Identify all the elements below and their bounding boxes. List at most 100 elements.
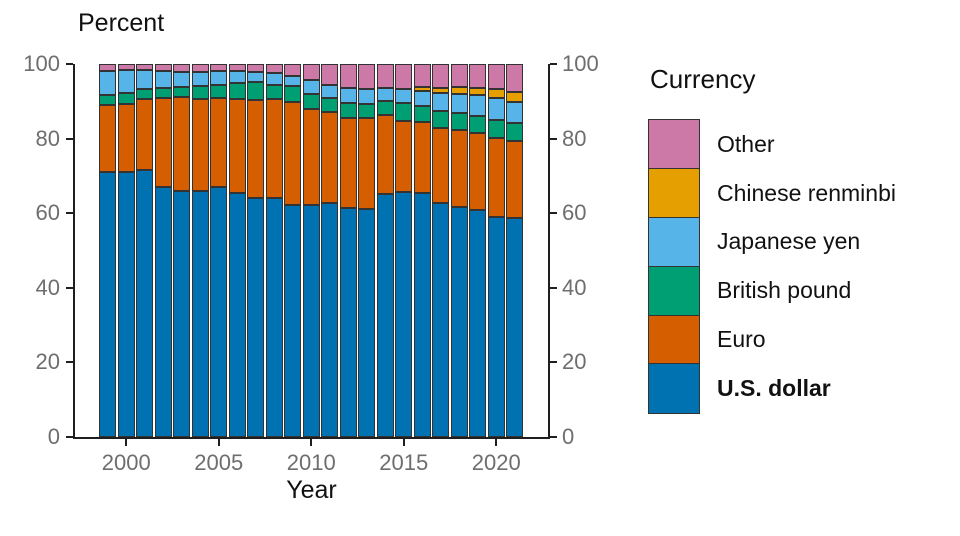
bar-2018 [450, 64, 468, 437]
bar-segment-euro [450, 129, 468, 207]
bar-segment-u-s-dollar [506, 217, 524, 437]
bar-segment-japanese-yen [339, 87, 357, 103]
legend-swatch-euro [648, 314, 700, 365]
bar-segment-british-pound [395, 103, 413, 121]
x-tick-label: 2000 [101, 450, 151, 475]
bar-segment-other [487, 64, 505, 90]
bar-segment-british-pound [247, 82, 265, 100]
bar-segment-u-s-dollar [302, 205, 320, 437]
y-tick-mark-right [550, 361, 557, 364]
bar-segment-other [191, 64, 209, 72]
bar-segment-british-pound [487, 120, 505, 138]
bar-segment-chinese-renminbi [413, 86, 431, 91]
y-tick-mark-left [66, 63, 73, 65]
bar-segment-other [247, 64, 265, 72]
bar-segment-japanese-yen [450, 93, 468, 114]
bar-segment-other [302, 64, 320, 81]
y-tick-mark-right [550, 137, 557, 140]
x-tick-label: 2010 [286, 450, 336, 475]
bar-segment-japanese-yen [247, 71, 265, 83]
y-tick-mark-right [550, 286, 557, 289]
legend-title: Currency [650, 64, 756, 94]
bar-segment-japanese-yen [99, 70, 117, 95]
bar-segment-british-pound [228, 82, 246, 100]
bar-segment-other [395, 64, 413, 90]
bar-segment-other [99, 64, 117, 71]
bar-2002 [154, 64, 172, 437]
bar-segment-euro [506, 140, 524, 218]
y-tick-label-left: 20 [35, 349, 60, 375]
bar-segment-other [450, 64, 468, 87]
bar-segment-japanese-yen [469, 94, 487, 117]
x-tick-mark [310, 439, 313, 446]
legend-item-u-s-dollar: U.S. dollar [648, 363, 896, 414]
bar-segment-u-s-dollar [265, 197, 283, 437]
bar-segment-u-s-dollar [210, 187, 228, 437]
bar-segment-euro [376, 115, 394, 195]
y-tick-label-left: 100 [23, 51, 60, 76]
bar-segment-japanese-yen [358, 89, 376, 104]
bar-segment-japanese-yen [302, 80, 320, 95]
bar-2005 [210, 64, 228, 437]
bar-segment-british-pound [117, 93, 135, 104]
legend-item-british-pound: British pound [648, 265, 896, 317]
bar-segment-british-pound [413, 105, 431, 122]
y-axis-line-right [548, 64, 550, 439]
bar-segment-british-pound [321, 97, 339, 113]
y-tick-label-right: 20 [562, 349, 587, 375]
bar-2003 [173, 64, 191, 437]
bar-segment-chinese-renminbi [450, 86, 468, 94]
bar-segment-euro [247, 99, 265, 198]
bar-segment-british-pound [469, 116, 487, 134]
x-tick-mark [402, 439, 405, 446]
y-tick-label-left: 80 [35, 125, 60, 151]
bar-segment-u-s-dollar [487, 217, 505, 437]
bar-segment-u-s-dollar [413, 193, 431, 437]
legend-items: Other Chinese renminbi Japanese yen British… [648, 119, 896, 414]
bar-segment-euro [265, 99, 283, 198]
bar-segment-other [358, 64, 376, 90]
bar-segment-u-s-dollar [339, 207, 357, 437]
bar-segment-euro [358, 118, 376, 209]
bar-segment-japanese-yen [506, 102, 524, 123]
bar-segment-british-pound [302, 94, 320, 109]
bar-segment-japanese-yen [210, 71, 228, 85]
bar-1999 [99, 64, 117, 437]
bar-2016 [413, 64, 431, 437]
bar-segment-other [506, 64, 524, 92]
bar-2006 [228, 64, 246, 437]
bar-segment-british-pound [173, 86, 191, 98]
bar-segment-u-s-dollar [136, 170, 154, 437]
legend-swatch-chinese-renminbi [648, 167, 700, 219]
legend-swatch-u-s-dollar [648, 363, 700, 414]
bar-segment-chinese-renminbi [487, 89, 505, 98]
bar-segment-euro [154, 97, 172, 187]
bar-segment-u-s-dollar [450, 206, 468, 437]
bar-segment-other [117, 64, 135, 71]
y-tick-label-right: 40 [562, 274, 587, 300]
bar-2012 [339, 64, 357, 437]
bar-segment-euro [284, 102, 302, 206]
bar-segment-british-pound [154, 87, 172, 98]
bar-segment-japanese-yen [395, 89, 413, 104]
bar-segment-euro [487, 137, 505, 218]
bar-segment-u-s-dollar [376, 194, 394, 437]
bar-segment-u-s-dollar [99, 172, 117, 437]
bar-segment-u-s-dollar [321, 203, 339, 437]
bar-segment-british-pound [191, 86, 209, 99]
legend-item-chinese-renminbi: Chinese renminbi [648, 167, 896, 219]
bar-segment-chinese-renminbi [432, 88, 450, 93]
bar-2008 [265, 64, 283, 437]
bar-segment-u-s-dollar [191, 191, 209, 437]
y-axis-line-left [73, 64, 75, 439]
bar-segment-euro [469, 133, 487, 211]
bar-segment-chinese-renminbi [506, 91, 524, 103]
bar-segment-other [339, 64, 357, 88]
bar-segment-u-s-dollar [247, 197, 265, 437]
bar-2020 [487, 64, 505, 437]
x-tick-mark [125, 439, 128, 446]
bar-segment-euro [191, 98, 209, 192]
bar-segment-british-pound [358, 103, 376, 119]
y-tick-mark-left [66, 286, 73, 289]
bar-segment-other [432, 64, 450, 89]
